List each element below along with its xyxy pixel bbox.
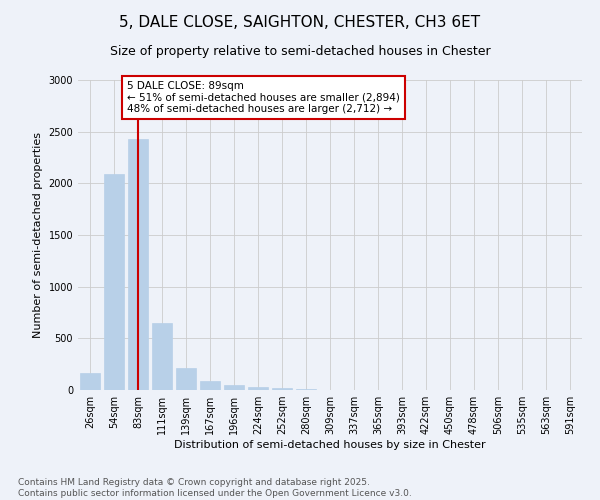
Bar bbox=[80, 373, 100, 390]
Bar bbox=[248, 388, 268, 390]
Text: 5, DALE CLOSE, SAIGHTON, CHESTER, CH3 6ET: 5, DALE CLOSE, SAIGHTON, CHESTER, CH3 6E… bbox=[119, 15, 481, 30]
Text: Contains HM Land Registry data © Crown copyright and database right 2025.
Contai: Contains HM Land Registry data © Crown c… bbox=[18, 478, 412, 498]
Text: Size of property relative to semi-detached houses in Chester: Size of property relative to semi-detach… bbox=[110, 45, 490, 58]
Y-axis label: Number of semi-detached properties: Number of semi-detached properties bbox=[33, 132, 43, 338]
Bar bbox=[224, 386, 244, 390]
Bar bbox=[200, 380, 220, 390]
Bar bbox=[128, 139, 148, 390]
Bar bbox=[272, 388, 292, 390]
Text: 5 DALE CLOSE: 89sqm
← 51% of semi-detached houses are smaller (2,894)
48% of sem: 5 DALE CLOSE: 89sqm ← 51% of semi-detach… bbox=[127, 81, 400, 114]
X-axis label: Distribution of semi-detached houses by size in Chester: Distribution of semi-detached houses by … bbox=[174, 440, 486, 450]
Bar bbox=[176, 368, 196, 390]
Bar bbox=[104, 174, 124, 390]
Bar bbox=[152, 323, 172, 390]
